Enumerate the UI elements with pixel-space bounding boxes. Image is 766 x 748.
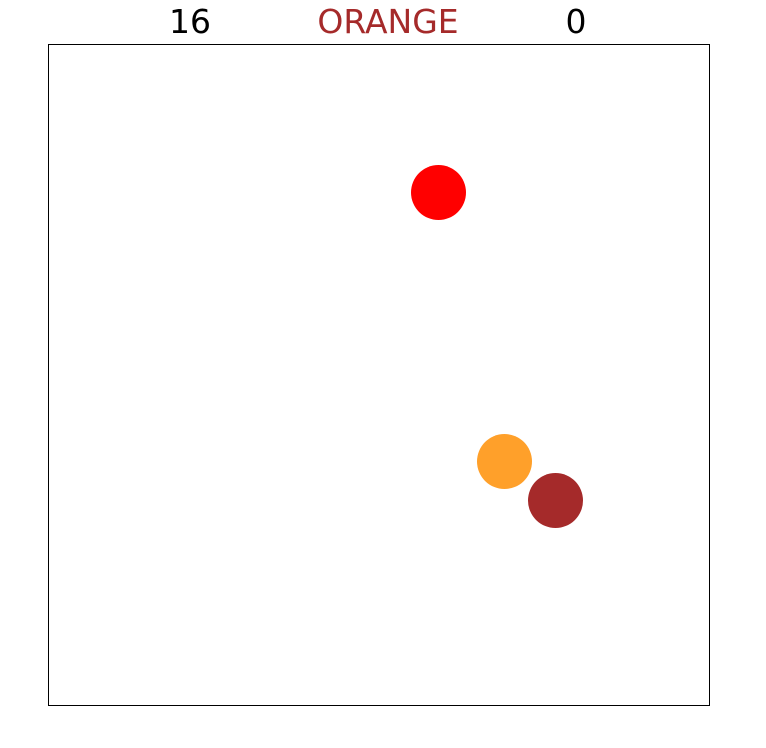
target-color-word: ORANGE xyxy=(317,2,459,41)
brown-ball[interactable] xyxy=(528,473,583,528)
right-score: 0 xyxy=(565,2,587,41)
left-score: 16 xyxy=(169,2,211,41)
red-ball[interactable] xyxy=(411,165,466,220)
game-board xyxy=(48,44,710,706)
orange-ball[interactable] xyxy=(477,434,532,489)
